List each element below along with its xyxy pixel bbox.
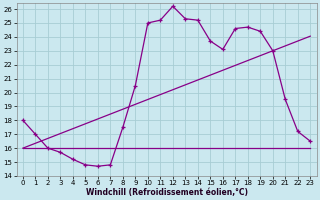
X-axis label: Windchill (Refroidissement éolien,°C): Windchill (Refroidissement éolien,°C) [85, 188, 248, 197]
